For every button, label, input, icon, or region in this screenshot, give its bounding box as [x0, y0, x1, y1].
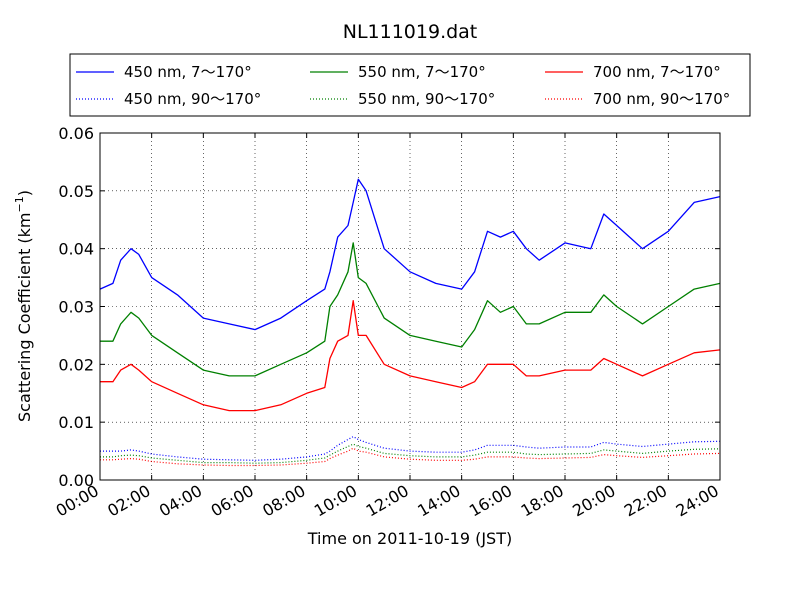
legend-box [69, 53, 751, 117]
y-tick-label: 0.05 [58, 182, 94, 201]
legend-label-5: 700 nm, 90～170° [593, 90, 730, 108]
x-tick-label: 14:00 [414, 481, 463, 521]
x-tick-labels: 00:00 02:00 04:00 06:00 08:00 10:00 12:00 14:00… [53, 481, 722, 521]
x-tick-label: 04:00 [156, 481, 205, 521]
x-tick-label: 08:00 [259, 481, 308, 521]
chart-title: NL111019.dat [343, 21, 478, 43]
y-axis-title-main: Scattering Coefficient (km [15, 212, 34, 422]
y-tick-labels: 0.00 0.01 0.02 0.03 0.04 0.05 0.06 [58, 124, 94, 490]
legend-label-4: 700 nm, 7～170° [593, 63, 721, 81]
x-tick-label: 24:00 [673, 481, 722, 521]
legend-label-3: 550 nm, 90～170° [358, 90, 495, 108]
x-tick-label: 18:00 [518, 481, 567, 521]
y-tick-label: 0.06 [58, 124, 94, 143]
legend-label-1: 450 nm, 90～170° [124, 90, 261, 108]
y-axis-title-end: ) [15, 190, 34, 196]
series-line-3 [100, 443, 721, 464]
series-lines [99, 178, 721, 467]
x-tick-label: 10:00 [311, 481, 360, 521]
plot-area [99, 132, 721, 481]
x-tick-label: 06:00 [208, 481, 257, 521]
series-line-4 [100, 300, 721, 412]
ticks [99, 132, 721, 481]
series-line-5 [100, 447, 721, 467]
y-tick-label: 0.00 [58, 471, 94, 490]
legend-label-0: 450 nm, 7～170° [124, 63, 252, 81]
legend-label-2: 550 nm, 7～170° [358, 63, 486, 81]
y-tick-label: 0.02 [58, 355, 94, 374]
x-tick-label: 22:00 [621, 481, 670, 521]
series-line-2 [100, 242, 721, 377]
legend: 450 nm, 7～170° 450 nm, 90～170° 550 nm, 7～1… [69, 53, 751, 117]
y-tick-label: 0.04 [58, 240, 94, 259]
series-line-1 [100, 436, 721, 461]
y-axis-title-sup: −1 [13, 196, 26, 212]
x-tick-label: 02:00 [104, 481, 153, 521]
x-axis-title: Time on 2011-10-19 (JST) [307, 529, 512, 548]
x-tick-label: 16:00 [466, 481, 515, 521]
series-line-0 [99, 178, 721, 331]
x-tick-label: 20:00 [569, 481, 618, 521]
y-tick-label: 0.01 [58, 413, 94, 432]
y-tick-label: 0.03 [58, 298, 94, 317]
y-axis-title: Scattering Coefficient (km−1) [13, 190, 34, 422]
x-tick-label: 12:00 [363, 481, 412, 521]
